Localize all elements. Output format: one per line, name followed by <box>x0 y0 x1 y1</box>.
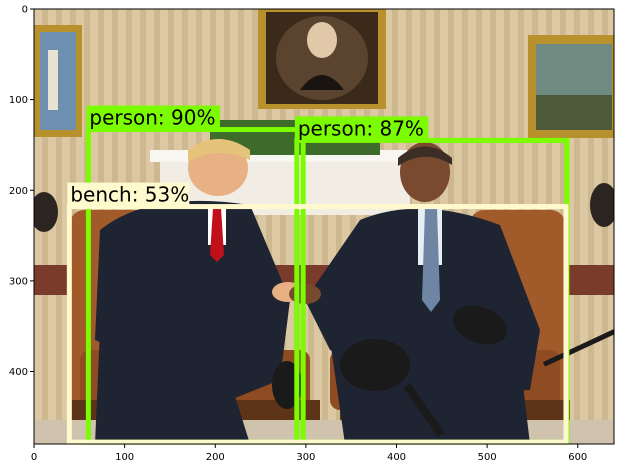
x-tick-label: 100 <box>115 452 134 463</box>
axes: 0 100 200 300 400 500 600 0 100 200 300 400 <box>9 5 615 463</box>
person-left <box>95 139 304 444</box>
x-tick-label: 300 <box>296 452 315 463</box>
axes-frame <box>33 8 615 445</box>
y-tick-label: 200 <box>9 186 28 197</box>
bust-left <box>34 192 58 232</box>
portrait-center-painting <box>258 9 386 109</box>
microphones <box>272 305 614 437</box>
x-tick-label: 0 <box>31 452 37 463</box>
label-background <box>86 105 220 130</box>
y-tick-label: 100 <box>9 95 28 106</box>
label-background <box>294 116 429 141</box>
label-background <box>67 182 190 207</box>
bust-right <box>590 183 614 227</box>
y-tick-label: 0 <box>22 5 28 16</box>
portrait-left-painting <box>34 25 82 137</box>
bounding-box <box>66 204 569 445</box>
photo <box>34 9 614 444</box>
x-tick-label: 500 <box>478 452 497 463</box>
detections-layer: person: 90% person: 87% bench: 53% <box>66 105 570 445</box>
portrait-right-painting <box>528 35 614 138</box>
detection-label: person: 90% <box>89 106 215 130</box>
detection-bench: bench: 53% <box>66 182 569 445</box>
x-axis-ticks: 0 100 200 300 400 500 600 <box>31 444 587 463</box>
y-tick-label: 300 <box>9 276 28 287</box>
x-tick-label: 600 <box>568 452 587 463</box>
y-axis-ticks: 0 100 200 300 400 <box>9 5 34 378</box>
detection-label: person: 87% <box>298 116 424 140</box>
y-tick-label: 400 <box>9 367 28 378</box>
detection-label: bench: 53% <box>70 183 189 207</box>
x-tick-label: 400 <box>387 452 406 463</box>
x-tick-label: 200 <box>206 452 225 463</box>
